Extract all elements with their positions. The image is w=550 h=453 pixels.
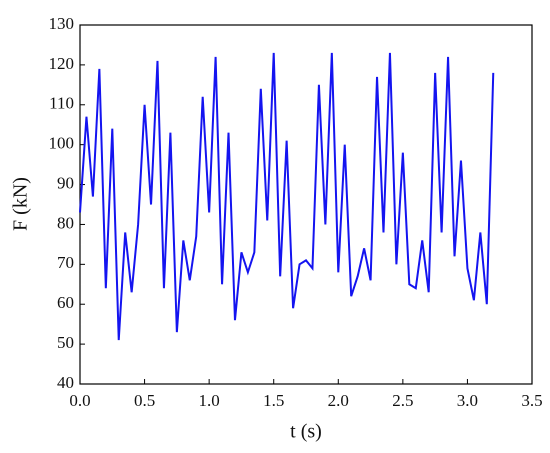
y-tick-label: 100 (49, 134, 75, 153)
x-tick-label: 0.5 (134, 391, 155, 410)
y-tick-label: 110 (49, 94, 74, 113)
x-tick-label: 2.0 (328, 391, 349, 410)
y-axis-label: F (kN) (10, 177, 32, 231)
y-tick-label: 70 (57, 253, 74, 272)
x-tick-label: 1.0 (199, 391, 220, 410)
x-tick-label: 3.5 (521, 391, 542, 410)
y-tick-label: 120 (49, 54, 75, 73)
x-tick-label: 1.5 (263, 391, 284, 410)
x-tick-label: 2.5 (392, 391, 413, 410)
x-axis-label: t (s) (290, 421, 322, 443)
y-tick-label: 60 (57, 293, 74, 312)
y-tick-label: 50 (57, 333, 74, 352)
data-line (79, 52, 495, 341)
x-tick-label: 0.0 (69, 391, 90, 410)
y-tick-label: 90 (57, 173, 74, 192)
x-tick-label: 3.0 (457, 391, 478, 410)
y-tick-label: 130 (49, 14, 75, 33)
y-tick-label: 80 (57, 213, 74, 232)
y-tick-label: 40 (57, 373, 74, 392)
